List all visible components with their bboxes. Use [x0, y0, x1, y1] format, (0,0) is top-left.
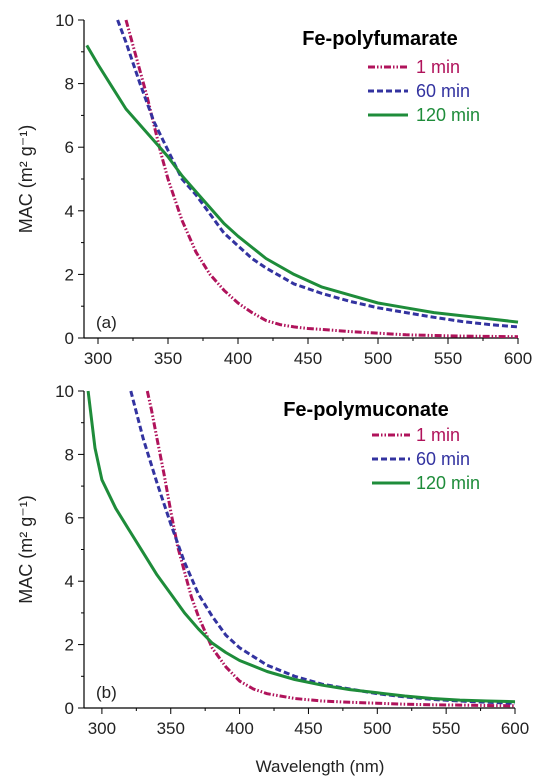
y-tick-label: 4: [65, 572, 74, 591]
y-tick-label: 0: [65, 329, 74, 348]
legend-entry-label: 120 min: [416, 473, 480, 493]
x-tick-label: 400: [225, 719, 253, 738]
x-tick-label: 550: [432, 719, 460, 738]
x-tick-label: 450: [294, 719, 322, 738]
y-tick-label: 10: [55, 382, 74, 401]
legend-title: Fe-polymuconate: [283, 399, 449, 421]
y-tick-label: 0: [65, 699, 74, 718]
x-tick-label: 400: [224, 349, 252, 368]
series-line-120-min: [85, 44, 519, 324]
y-tick-label: 10: [55, 11, 74, 30]
x-tick-label: 500: [363, 719, 391, 738]
panel-b: 0 2 4 6 8 10 300 350 400 450 500 550 600 MAC (m² g⁻¹)…: [16, 382, 529, 738]
y-tick-label: 6: [65, 138, 74, 157]
panel-label: (a): [96, 313, 117, 332]
series-line-120-min: [86, 390, 516, 704]
legend-entry-label: 60 min: [416, 81, 470, 101]
legend-entry-label: 60 min: [416, 449, 470, 469]
legend-entry-label: 1 min: [416, 425, 460, 445]
legend-title: Fe-polyfumarate: [302, 28, 458, 50]
panel-a: 0 2 4 6 8 10 300 350 400 450 500 550 600 MAC (m² g⁻¹)…: [16, 11, 532, 368]
x-tick-label: 450: [294, 349, 322, 368]
y-tick-label: 6: [65, 509, 74, 528]
x-tick-label: 300: [84, 349, 112, 368]
y-tick-label: 2: [65, 636, 74, 655]
x-tick-label: 550: [434, 349, 462, 368]
y-tick-label: 8: [65, 75, 74, 94]
y-tick-label: 4: [65, 202, 74, 221]
y-axis-label: MAC (m² g⁻¹): [16, 495, 36, 603]
x-tick-label: 350: [157, 719, 185, 738]
y-axis-label: MAC (m² g⁻¹): [16, 125, 36, 233]
y-tick-label: 8: [65, 445, 74, 464]
x-tick-label: 600: [504, 349, 532, 368]
series-line-60-min: [129, 390, 516, 705]
x-tick-label: 600: [501, 719, 529, 738]
x-axis-label: Wavelength (nm): [256, 757, 385, 776]
panel-label: (b): [96, 683, 117, 702]
legend-entry-label: 120 min: [416, 105, 480, 125]
legend-entry-label: 1 min: [416, 57, 460, 77]
series-line-60-min: [116, 19, 519, 329]
x-tick-label: 350: [154, 349, 182, 368]
x-tick-label: 300: [88, 719, 116, 738]
series-line-1-min: [145, 390, 516, 708]
y-tick-label: 2: [65, 265, 74, 284]
x-tick-label: 500: [364, 349, 392, 368]
